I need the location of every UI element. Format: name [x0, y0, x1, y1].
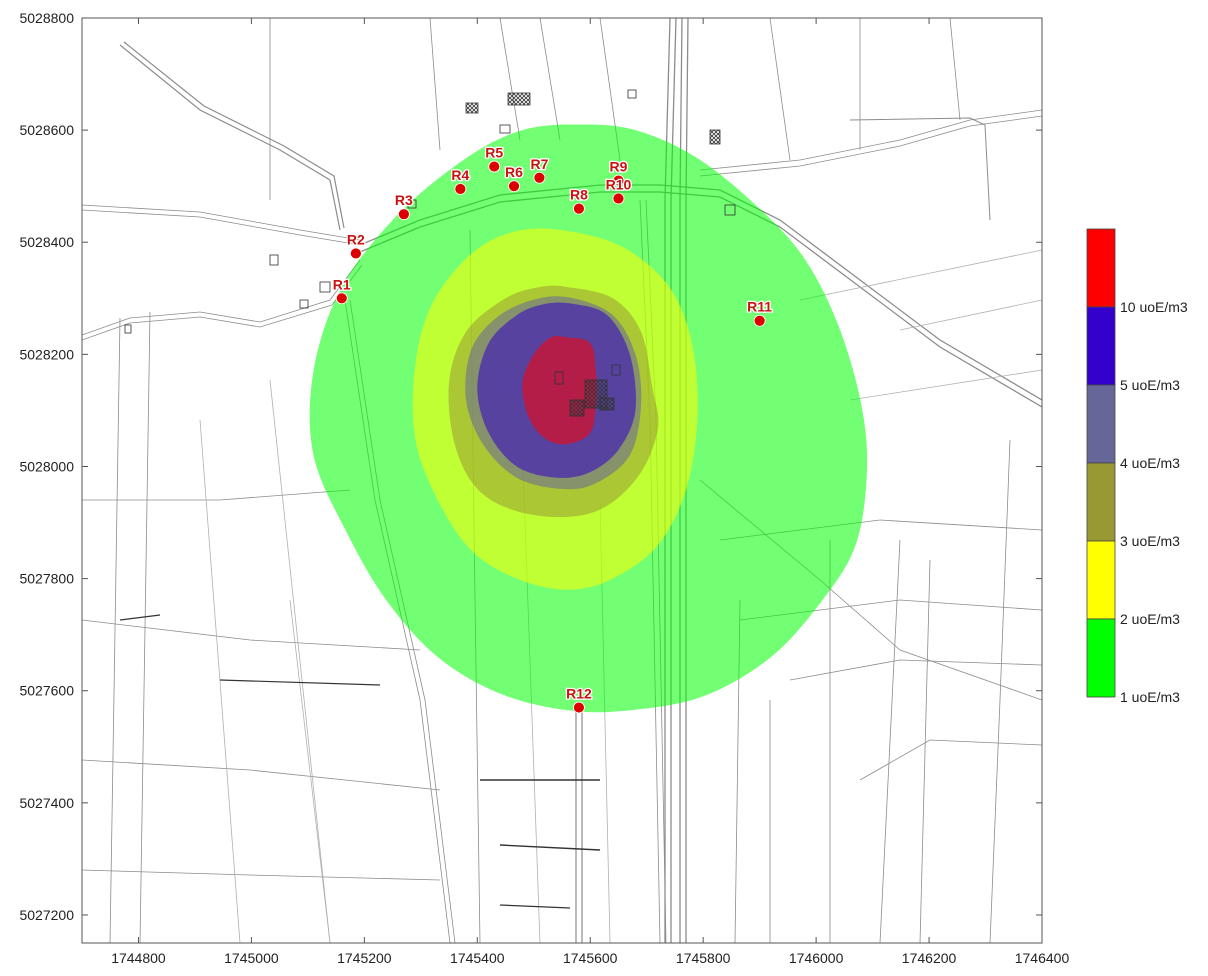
legend-swatch — [1086, 306, 1116, 386]
receptor-r4: R4 — [450, 166, 471, 195]
receptor-marker — [397, 208, 410, 221]
receptor-r2: R2 — [346, 230, 366, 260]
legend-swatch — [1086, 462, 1116, 542]
receptor-r3: R3 — [394, 191, 414, 221]
legend-swatch — [1086, 618, 1116, 698]
x-tick-label: 1745600 — [563, 950, 618, 966]
site-buildings — [124, 89, 736, 417]
x-tick-label: 1746400 — [1015, 950, 1070, 966]
receptor-r6: R6 — [504, 163, 524, 193]
receptor-r5: R5 — [484, 143, 505, 173]
y-tick-label: 5028600 — [19, 122, 74, 138]
receptor-label: R7 — [530, 156, 548, 172]
legend-label: 5 uoE/m3 — [1120, 377, 1180, 393]
legend-swatch — [1086, 228, 1116, 308]
receptor-marker — [508, 180, 520, 193]
x-tick-label: 1745800 — [676, 950, 731, 966]
y-tick-label: 5028200 — [19, 346, 74, 362]
receptor-r9: R9 — [608, 157, 629, 187]
receptor-r8: R8 — [569, 185, 589, 215]
y-tick-label: 5027800 — [19, 571, 74, 587]
receptor-label: R5 — [485, 145, 503, 161]
receptor-marker — [573, 701, 585, 714]
receptor-marker — [349, 247, 362, 260]
receptor-label: R11 — [747, 299, 772, 315]
receptor-marker — [612, 174, 625, 187]
receptor-r1: R1 — [332, 275, 352, 305]
receptor-r10: R10 — [604, 175, 633, 205]
receptor-label: R1 — [333, 276, 351, 292]
receptor-marker — [488, 160, 501, 173]
receptor-r7: R7 — [529, 155, 550, 184]
receptor-label: R3 — [395, 192, 413, 208]
contour-10 — [522, 336, 597, 445]
receptor-marker — [612, 192, 625, 205]
receptor-marker — [573, 202, 585, 215]
legend-swatch — [1086, 540, 1116, 620]
y-tick-label: 5028000 — [19, 458, 74, 474]
receptor-r12: R12 — [565, 684, 593, 714]
receptor-r11: R11 — [746, 297, 774, 327]
y-tick-label: 5028800 — [19, 10, 74, 26]
receptor-label: R9 — [610, 159, 628, 175]
x-tick-label: 1745000 — [224, 950, 279, 966]
legend-label: 10 uoE/m3 — [1120, 299, 1188, 315]
x-tick-label: 1745400 — [450, 950, 505, 966]
legend-label: 2 uoE/m3 — [1120, 611, 1180, 627]
receptor-marker — [454, 183, 467, 195]
x-tick-label: 1746000 — [789, 950, 844, 966]
receptor-label: R12 — [566, 686, 592, 702]
receptor-label: R2 — [347, 231, 365, 247]
legend-label: 3 uoE/m3 — [1120, 533, 1180, 549]
concentration-contours — [309, 124, 868, 713]
receptor-label: R10 — [606, 177, 632, 193]
plot-frame — [81, 17, 1043, 944]
receptor-label: R4 — [451, 167, 469, 183]
receptor-marker — [533, 171, 546, 184]
legend-label: 1 uoE/m3 — [1120, 689, 1180, 705]
x-tick-label: 1746200 — [902, 950, 957, 966]
axes: 1744800 1745000 1745200 1745400 1745600 17458… — [19, 10, 1069, 966]
legend-label: 4 uoE/m3 — [1120, 455, 1180, 471]
y-tick-label: 5028400 — [19, 234, 74, 250]
receptor-label: R8 — [570, 187, 588, 203]
receptor-label: R6 — [505, 164, 523, 180]
y-tick-label: 5027400 — [19, 795, 74, 811]
receptor-marker — [335, 292, 348, 305]
x-tick-label: 1744800 — [111, 950, 166, 966]
legend: 10 uoE/m3 5 uoE/m3 4 uoE/m3 3 uoE/m3 2 uoE/m… — [1086, 228, 1188, 705]
y-tick-label: 5027200 — [19, 907, 74, 923]
receptor-marker — [753, 314, 766, 327]
y-tick-label: 5027600 — [19, 683, 74, 699]
legend-swatch — [1086, 384, 1116, 464]
x-tick-label: 1745200 — [337, 950, 392, 966]
